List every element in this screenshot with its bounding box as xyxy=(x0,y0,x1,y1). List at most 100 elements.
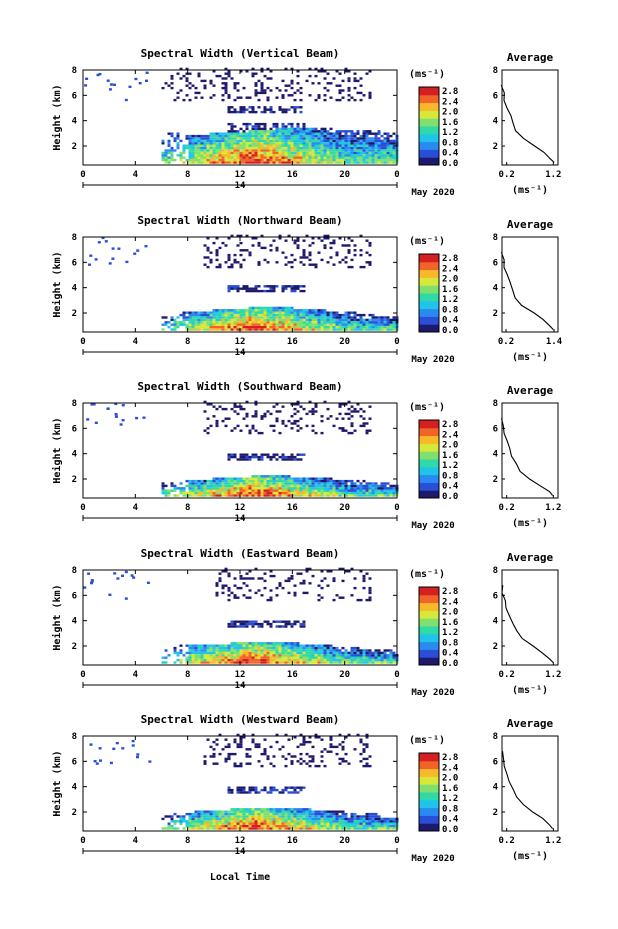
heatmap-cell xyxy=(224,760,228,763)
heatmap-cell xyxy=(341,491,345,495)
heatmap-cell xyxy=(161,316,165,319)
heatmap-cell xyxy=(317,311,321,314)
heatmap-cell xyxy=(299,572,303,575)
heatmap-cell xyxy=(290,154,294,157)
heatmap-cell xyxy=(200,323,204,326)
heatmap-cell xyxy=(224,820,228,823)
heatmap-cell xyxy=(356,479,360,483)
heatmap-cell xyxy=(269,649,273,652)
heatmap-cell xyxy=(206,146,210,150)
y-axis-label: Height (km) xyxy=(51,750,63,816)
heatmap-cell xyxy=(350,661,354,664)
heatmap-cell xyxy=(386,149,390,152)
heatmap-cell xyxy=(281,419,285,423)
heatmap-cell xyxy=(206,149,210,152)
heatmap-cell xyxy=(203,491,207,495)
heatmap-cell xyxy=(281,791,285,794)
heatmap-cell xyxy=(365,658,369,662)
heatmap-cell xyxy=(233,644,237,647)
heatmap-cell xyxy=(281,306,285,310)
heatmap-cell xyxy=(233,479,237,483)
heatmap-cell xyxy=(233,144,237,147)
heatmap-cell xyxy=(368,812,372,816)
heatmap-cell xyxy=(332,815,336,818)
heatmap-cell xyxy=(227,265,231,269)
heatmap-cell xyxy=(290,82,294,85)
heatmap-cell xyxy=(191,491,195,495)
heatmap-cell xyxy=(263,822,267,825)
heatmap-cell xyxy=(380,318,384,322)
heatmap-cell xyxy=(227,289,231,293)
heatmap-cell xyxy=(308,161,312,164)
heatmap-cell xyxy=(191,654,195,657)
heatmap-cell xyxy=(224,658,228,662)
heatmap-cell xyxy=(239,764,243,768)
heatmap-cell xyxy=(239,241,243,245)
heatmap-cell xyxy=(230,127,234,131)
heatmap-cell xyxy=(296,161,300,164)
heatmap-cell xyxy=(353,318,357,322)
heatmap-cell xyxy=(260,306,264,310)
heatmap-cell xyxy=(248,755,252,758)
heatmap-cell xyxy=(239,815,243,818)
heatmap-cell xyxy=(242,318,246,322)
heatmap-cell xyxy=(299,827,303,830)
heatmap-cell xyxy=(281,644,285,647)
average-x-tick-label: 0.2 xyxy=(499,170,515,180)
heatmap-cell xyxy=(197,827,201,830)
heatmap-cell xyxy=(230,827,234,830)
heatmap-cell xyxy=(344,146,348,150)
heatmap-cell xyxy=(359,265,363,269)
heatmap-cell xyxy=(323,479,327,483)
heatmap-cell xyxy=(170,484,174,488)
heatmap-cell xyxy=(317,646,321,650)
heatmap-cell xyxy=(362,494,366,497)
heatmap-cell xyxy=(215,134,219,138)
colorbar-tick-label: 2.0 xyxy=(442,441,458,451)
heatmap-cell xyxy=(302,144,306,147)
heatmap-cell xyxy=(218,134,222,138)
heatmap-cell xyxy=(206,237,210,240)
heatmap-cell xyxy=(266,154,270,157)
heatmap-cell xyxy=(245,161,249,164)
y-tick-label: 4 xyxy=(72,450,78,460)
heatmap-cell xyxy=(344,142,348,145)
heatmap-cell xyxy=(236,625,240,628)
heatmap-cell xyxy=(269,661,273,664)
heatmap-cell xyxy=(260,651,264,655)
heatmap-cell xyxy=(221,325,225,329)
heatmap-cell xyxy=(221,817,225,821)
heatmap-cell xyxy=(377,484,381,488)
heatmap-cell xyxy=(335,824,339,828)
heatmap-cell xyxy=(356,598,360,602)
heatmap-cell xyxy=(203,161,207,164)
heatmap-cell xyxy=(191,84,195,87)
heatmap-cell xyxy=(344,760,348,763)
heatmap-cell xyxy=(197,646,201,650)
heatmap-cell xyxy=(281,161,285,164)
heatmap-cell xyxy=(227,132,231,135)
heatmap-cell xyxy=(305,313,309,317)
heatmap-cell xyxy=(314,137,318,140)
heatmap-cell xyxy=(317,494,321,497)
heatmap-cell xyxy=(115,741,119,745)
heatmap-cell xyxy=(212,309,216,312)
heatmap-cell xyxy=(329,156,333,159)
heatmap-cell xyxy=(371,812,375,816)
heatmap-cell xyxy=(170,74,174,78)
heatmap-cell xyxy=(191,316,195,319)
heatmap-cell xyxy=(245,815,249,818)
heatmap-cell xyxy=(269,313,273,317)
heatmap-cell xyxy=(188,328,192,331)
heatmap-cell xyxy=(305,752,309,756)
heatmap-cell xyxy=(308,311,312,314)
heatmap-cell xyxy=(206,489,210,492)
heatmap-cell xyxy=(299,325,303,329)
heatmap-cell xyxy=(239,622,243,626)
heatmap-cell xyxy=(254,289,258,293)
heatmap-cell xyxy=(233,584,237,587)
heatmap-cell xyxy=(239,654,243,657)
heatmap-cell xyxy=(299,146,303,150)
heatmap-cell xyxy=(236,405,240,408)
heatmap-cell xyxy=(278,325,282,329)
